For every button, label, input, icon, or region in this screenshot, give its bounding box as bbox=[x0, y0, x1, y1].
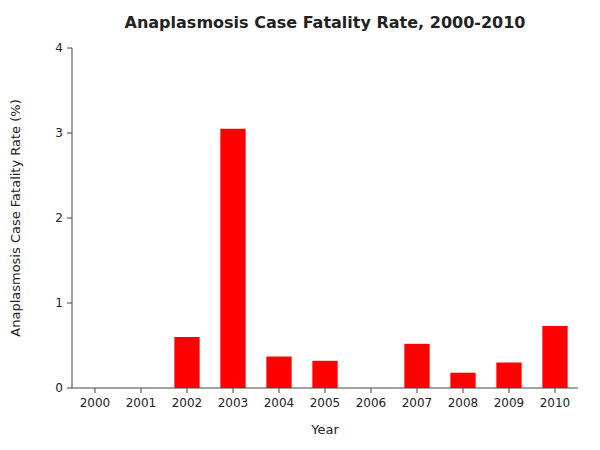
y-tick bbox=[67, 218, 72, 219]
bar bbox=[450, 373, 475, 388]
chart-title: Anaplasmosis Case Fatality Rate, 2000-20… bbox=[125, 13, 526, 32]
y-tick bbox=[67, 303, 72, 304]
x-axis-line bbox=[72, 388, 578, 389]
y-tick-label: 0 bbox=[55, 381, 63, 395]
x-tick bbox=[371, 388, 372, 393]
y-tick-label: 1 bbox=[55, 296, 63, 310]
x-tick bbox=[417, 388, 418, 393]
x-tick bbox=[509, 388, 510, 393]
bar bbox=[266, 357, 291, 388]
x-tick bbox=[187, 388, 188, 393]
bar bbox=[542, 326, 567, 388]
bar bbox=[174, 337, 199, 388]
bar bbox=[220, 129, 245, 388]
x-tick-label: 2009 bbox=[494, 396, 525, 410]
bar bbox=[496, 363, 521, 389]
y-tick bbox=[67, 48, 72, 49]
x-tick-label: 2003 bbox=[218, 396, 249, 410]
x-tick-label: 2006 bbox=[356, 396, 387, 410]
x-tick bbox=[279, 388, 280, 393]
x-tick bbox=[141, 388, 142, 393]
y-tick-label: 2 bbox=[55, 211, 63, 225]
chart-container: 0 1 2 3 4 2000 2001 2002 2003 2004 2005 2006 2007 200… bbox=[0, 0, 600, 450]
x-tick-label: 2000 bbox=[80, 396, 111, 410]
y-tick bbox=[67, 388, 72, 389]
x-axis-label: Year bbox=[310, 422, 339, 437]
chart-svg: 0 1 2 3 4 2000 2001 2002 2003 2004 2005 2006 2007 200… bbox=[0, 0, 600, 450]
x-tick-label: 2004 bbox=[264, 396, 295, 410]
y-axis-line bbox=[72, 48, 73, 388]
y-tick-label: 3 bbox=[55, 126, 63, 140]
x-tick bbox=[463, 388, 464, 393]
x-tick-label: 2005 bbox=[310, 396, 341, 410]
y-axis-label: Anaplasmosis Case Fatality Rate (%) bbox=[8, 99, 23, 336]
x-tick bbox=[95, 388, 96, 393]
bar bbox=[404, 344, 429, 388]
bars bbox=[174, 129, 567, 388]
x-tick-label: 2002 bbox=[172, 396, 203, 410]
x-tick-label: 2001 bbox=[126, 396, 157, 410]
x-tick bbox=[555, 388, 556, 393]
bar bbox=[312, 361, 337, 388]
x-tick-label: 2008 bbox=[448, 396, 479, 410]
y-tick bbox=[67, 133, 72, 134]
x-tick-label: 2010 bbox=[540, 396, 571, 410]
x-tick bbox=[325, 388, 326, 393]
x-tick bbox=[233, 388, 234, 393]
x-tick-label: 2007 bbox=[402, 396, 433, 410]
y-tick-label: 4 bbox=[55, 41, 63, 55]
